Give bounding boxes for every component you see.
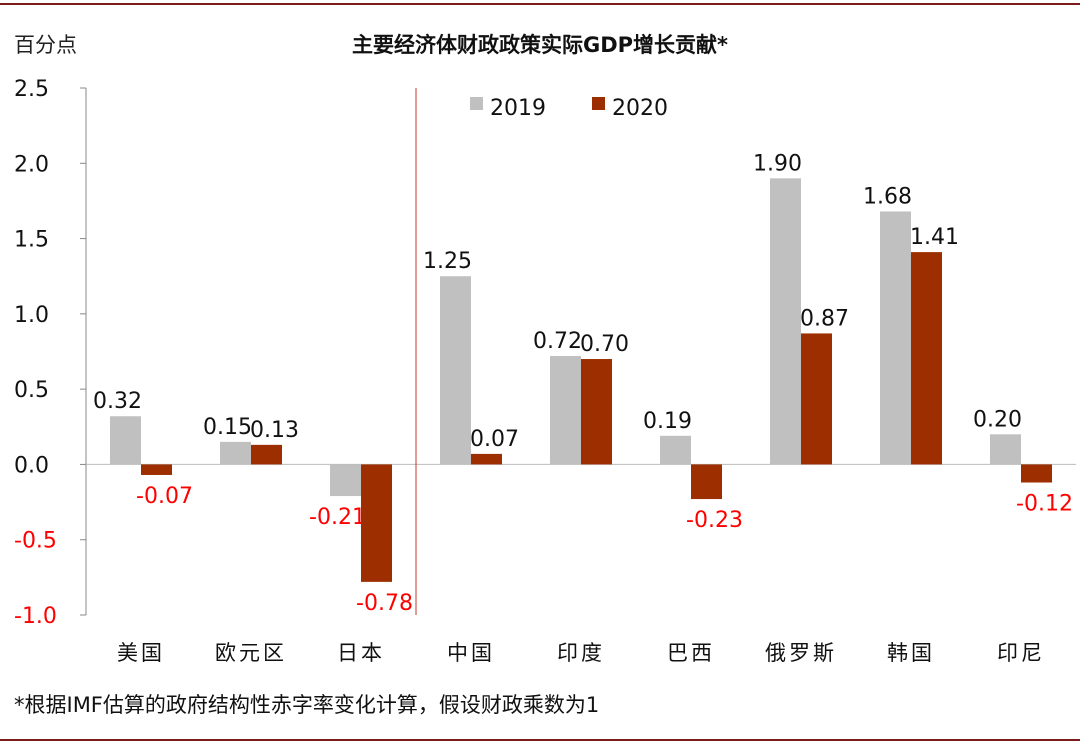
bar-2019 — [440, 276, 471, 465]
bar-2019 — [110, 416, 141, 465]
data-label: 0.07 — [470, 427, 519, 452]
y-tick-label: 1.0 — [14, 303, 49, 328]
bar-2019 — [550, 356, 581, 465]
data-label: -0.78 — [356, 591, 413, 616]
x-tick-label: 日本 — [337, 641, 385, 665]
bar-2020 — [581, 359, 612, 465]
data-label: 0.20 — [973, 407, 1022, 432]
x-tick-label: 印尼 — [997, 641, 1045, 665]
data-label: 0.32 — [93, 389, 142, 414]
legend-swatch-2020 — [592, 97, 605, 110]
y-tick-label: 2.0 — [14, 152, 49, 177]
y-tick-label: 2.5 — [14, 77, 49, 102]
data-label: 0.13 — [250, 418, 299, 443]
x-tick-label: 韩国 — [887, 641, 935, 665]
data-label: 1.90 — [753, 151, 802, 176]
data-label: 0.72 — [533, 329, 582, 354]
y-tick-label: 0.0 — [14, 453, 49, 478]
bar-2019 — [330, 464, 361, 497]
x-tick-label: 印度 — [557, 641, 605, 665]
data-label: -0.12 — [1016, 491, 1073, 516]
legend-swatch-2019 — [470, 97, 483, 110]
bar-2020 — [471, 453, 502, 465]
bar-2020 — [361, 464, 392, 582]
bar-2020 — [141, 464, 172, 475]
y-tick-label: 0.5 — [14, 378, 49, 403]
bar-2020 — [1021, 464, 1052, 483]
bar-2020 — [911, 252, 942, 465]
data-label: 0.19 — [643, 409, 692, 434]
x-tick-label: 美国 — [117, 641, 165, 665]
x-tick-label: 中国 — [447, 641, 495, 665]
data-label: 1.41 — [910, 225, 959, 250]
data-label: 0.15 — [203, 415, 252, 440]
bar-2019 — [770, 178, 801, 465]
y-tick-label: -1.0 — [14, 604, 57, 629]
chart-title: 主要经济体财政政策实际GDP增长贡献* — [352, 33, 728, 57]
x-tick-label: 巴西 — [667, 641, 715, 665]
y-tick-label: 1.5 — [14, 228, 49, 253]
data-label: -0.23 — [686, 508, 743, 533]
top-border — [0, 3, 1080, 5]
bar-2019 — [660, 435, 691, 465]
footnote: *根据IMF估算的政府结构性赤字率变化计算，假设财政乘数为1 — [14, 693, 599, 717]
data-label: 0.70 — [580, 332, 629, 357]
y-tick-label: -0.5 — [14, 529, 57, 554]
legend-label: 2019 — [490, 96, 546, 121]
bar-2019 — [880, 211, 911, 465]
data-label: -0.07 — [136, 484, 193, 509]
bottom-border — [0, 739, 1080, 741]
y-axis-unit-label: 百分点 — [14, 33, 77, 57]
bar-2020 — [691, 464, 722, 500]
bar-2020 — [801, 333, 832, 465]
data-label: -0.21 — [309, 505, 366, 530]
x-tick-label: 俄罗斯 — [765, 641, 837, 665]
bar-2019 — [220, 441, 251, 465]
legend-label: 2020 — [612, 96, 668, 121]
bar-2019 — [990, 434, 1021, 465]
bar-2020 — [251, 444, 282, 465]
x-tick-label: 欧元区 — [215, 641, 287, 665]
data-label: 0.87 — [800, 306, 849, 331]
data-label: 1.68 — [863, 184, 912, 209]
data-label: 1.25 — [423, 249, 472, 274]
